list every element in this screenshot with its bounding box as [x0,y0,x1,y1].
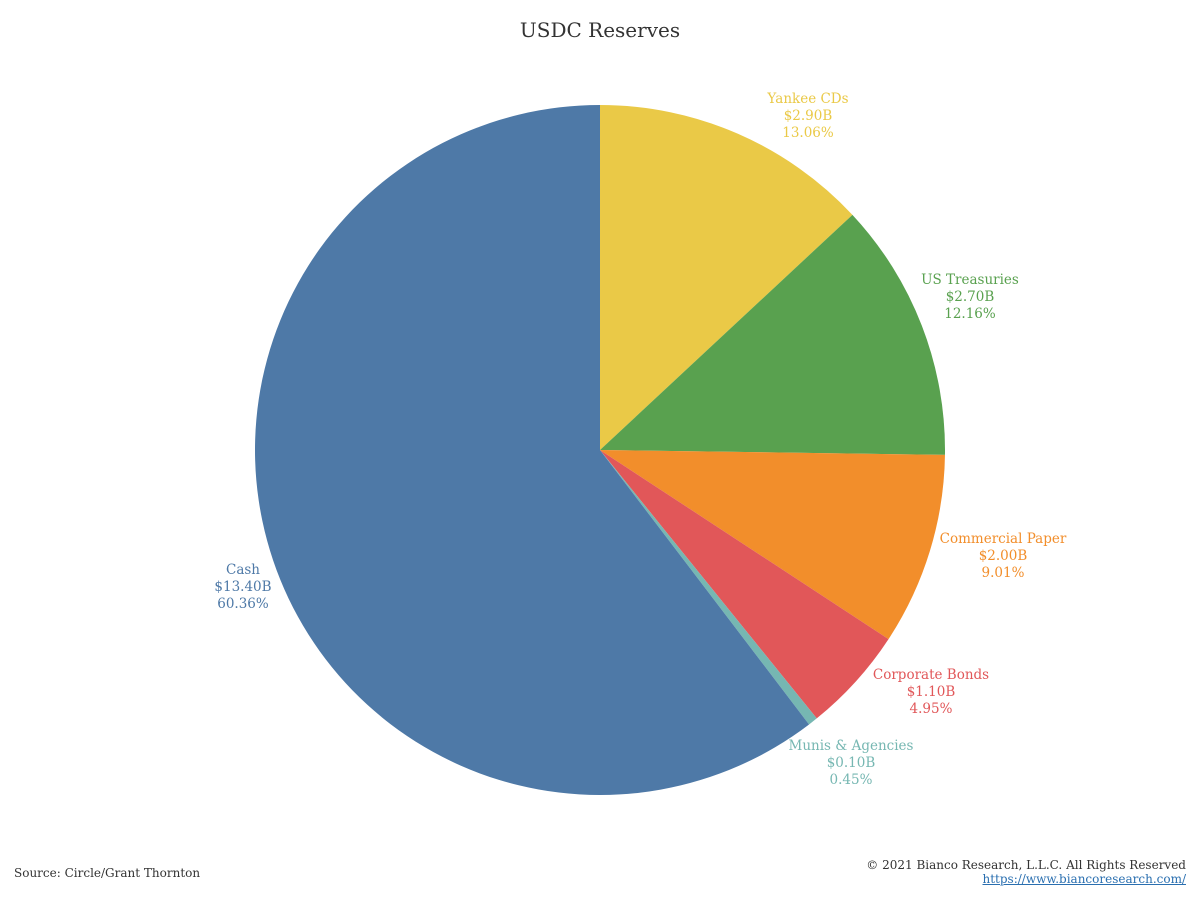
data-label-yankee-cds: Yankee CDs $2.90B 13.06% [766,91,848,141]
label-name: Munis & Agencies [789,738,914,754]
label-value: $13.40B [214,579,271,595]
label-pct: 60.36% [217,596,269,612]
label-value: $0.10B [827,755,876,771]
label-name: Yankee CDs [766,91,848,107]
website-link[interactable]: https://www.biancoresearch.com/ [982,872,1186,886]
label-value: $2.00B [979,548,1028,564]
label-value: $2.70B [946,289,995,305]
label-value: $1.10B [907,684,956,700]
data-label-munis-agencies: Munis & Agencies $0.10B 0.45% [789,738,914,788]
data-label-cash: Cash $13.40B 60.36% [214,562,271,612]
label-name: Cash [226,562,260,578]
label-pct: 9.01% [982,565,1025,581]
data-label-us-treasuries: US Treasuries $2.70B 12.16% [921,272,1019,322]
label-pct: 12.16% [944,306,996,322]
slice-yankee-cds [600,105,853,450]
label-name: Commercial Paper [940,531,1067,547]
pie-labels: Yankee CDs $2.90B 13.06% US Treasuries $2.70… [214,91,1066,788]
label-value: $2.90B [784,108,833,124]
copyright-notice: © 2021 Bianco Research, L.L.C. All Right… [866,858,1186,872]
chart-title: USDC Reserves [519,18,681,42]
slice-commercial-paper [600,450,945,640]
slice-munis-agencies [600,450,817,725]
slice-cash [254,105,810,796]
data-label-commercial-paper: Commercial Paper $2.00B 9.01% [940,531,1067,581]
slice-corporate-bonds [600,450,889,719]
label-pct: 13.06% [782,125,834,141]
label-name: Corporate Bonds [873,667,989,683]
source-note: Source: Circle/Grant Thornton [14,866,201,880]
slice-us-treasuries [600,214,946,455]
label-name: US Treasuries [921,272,1019,288]
label-pct: 4.95% [910,701,953,717]
pie-slices [254,105,946,796]
label-pct: 0.45% [830,772,873,788]
data-label-corporate-bonds: Corporate Bonds $1.10B 4.95% [873,667,989,717]
